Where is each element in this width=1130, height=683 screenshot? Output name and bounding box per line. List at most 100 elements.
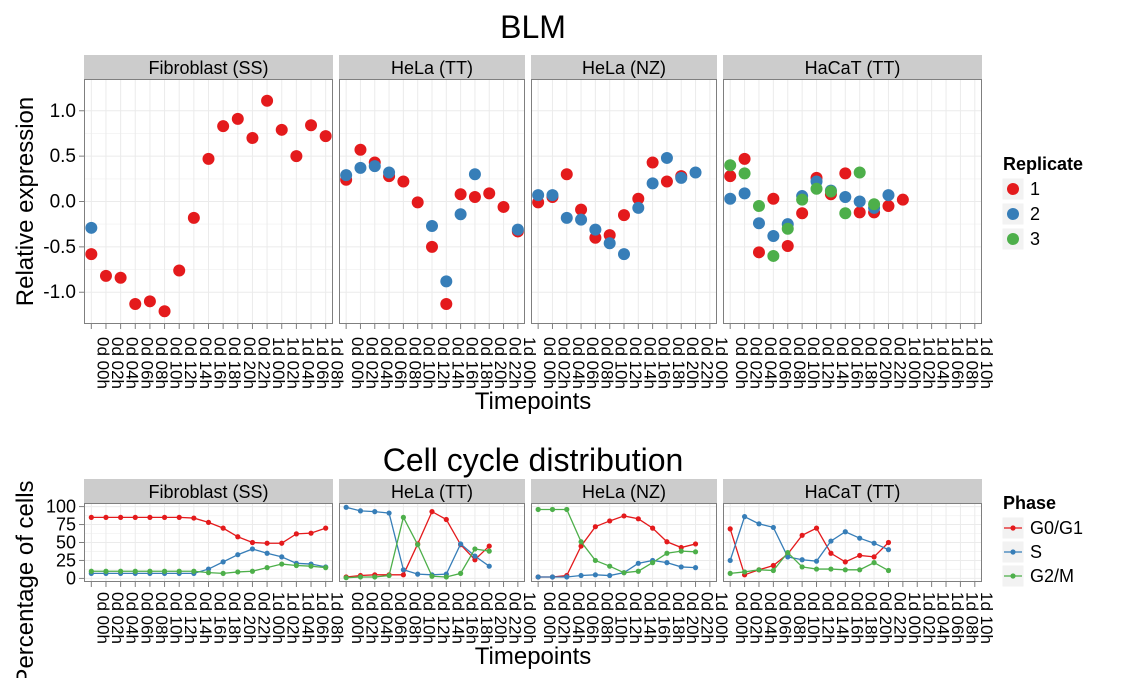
data-point [799, 557, 805, 563]
data-point [741, 514, 748, 520]
data-point [738, 152, 751, 165]
data-point [799, 564, 805, 570]
data-point [635, 560, 641, 566]
panel-border [723, 503, 982, 582]
data-point [618, 209, 630, 222]
data-point [103, 514, 109, 520]
data-point [857, 552, 863, 559]
data-point [882, 200, 895, 213]
data-point [511, 223, 524, 236]
facet-strip [531, 55, 717, 79]
data-point [205, 519, 212, 525]
x-tick-label: 0d 02h [747, 337, 766, 389]
legend-label: G2/M [1030, 566, 1074, 586]
data-point [535, 506, 541, 513]
x-tick-label: 0d 02h [554, 592, 573, 644]
x-tick-label: 0d 18h [669, 337, 688, 389]
x-tick-label: 0d 22h [698, 337, 717, 389]
data-point [235, 552, 241, 558]
data-point [176, 514, 182, 520]
x-tick-label: 0d 06h [775, 592, 794, 644]
data-point [813, 525, 820, 531]
data-point [535, 574, 541, 580]
data-point [813, 558, 820, 564]
x-tick-label: 0d 20h [876, 592, 895, 644]
data-point [660, 151, 673, 164]
x-tick-label: 0d 14h [640, 592, 659, 644]
data-point [752, 246, 765, 259]
data-point [532, 189, 545, 202]
x-tick-label: 1d 00h [712, 337, 731, 389]
panel-border [531, 79, 717, 324]
x-tick-label: 0d 06h [391, 337, 410, 389]
data-point [319, 130, 332, 143]
x-tick-label: 0d 04h [569, 337, 588, 389]
x-tick-label: 0d 06h [583, 337, 602, 389]
data-point [202, 152, 215, 165]
legend-key-point [1007, 183, 1019, 195]
data-point [383, 166, 396, 179]
data-point [249, 539, 256, 546]
x-tick-label: 0d 04h [123, 592, 142, 644]
legend-key-point [1010, 549, 1016, 555]
data-point [578, 572, 584, 579]
x-tick-label: 0d 08h [790, 337, 809, 389]
data-point [249, 546, 256, 552]
facet-strip-label: HeLa (TT) [391, 58, 473, 78]
x-tick-label: 0d 20h [491, 592, 510, 644]
chart-title: Cell cycle distribution [383, 442, 684, 478]
x-tick-label: 1d 06h [313, 337, 332, 389]
data-point [264, 550, 270, 556]
x-tick-label: 0d 10h [612, 592, 631, 644]
data-point [738, 187, 751, 200]
x-tick-label: 1d 00h [520, 592, 539, 644]
y-tick-label: 0.0 [50, 192, 76, 213]
data-point [767, 192, 780, 205]
data-point [368, 160, 381, 173]
data-point [323, 525, 329, 531]
legend-key-point [1007, 208, 1019, 220]
data-point [323, 565, 329, 571]
data-point [896, 193, 909, 206]
x-tick-label: 1d 02h [284, 592, 303, 644]
data-point [231, 112, 244, 125]
x-tick-label: 0d 20h [876, 337, 895, 389]
data-point [770, 567, 776, 574]
data-point [575, 213, 588, 226]
data-point [813, 566, 820, 572]
data-point [161, 514, 168, 520]
facet-strip [723, 479, 982, 503]
x-tick-label: 0d 10h [420, 337, 439, 389]
x-tick-label: 0d 02h [108, 337, 127, 389]
facet-strip [84, 55, 333, 79]
facet-strip [723, 55, 982, 79]
data-point [486, 563, 492, 569]
data-point [249, 568, 256, 574]
x-tick-label: 1d 08h [328, 592, 347, 644]
x-tick-label: 0d 08h [597, 592, 616, 644]
data-point [560, 168, 573, 181]
data-point [724, 170, 737, 183]
x-tick-label: 0d 20h [240, 592, 259, 644]
x-tick-label: 0d 12h [434, 337, 453, 389]
x-tick-label: 0d 22h [698, 592, 717, 644]
data-point [308, 530, 314, 536]
x-tick-label: 1d 08h [328, 337, 347, 389]
x-tick-label: 0d 12h [819, 337, 838, 389]
x-tick-label: 1d 00h [269, 337, 288, 389]
x-tick-label: 1d 00h [520, 337, 539, 389]
x-tick-label: 1d 08h [962, 337, 981, 389]
facet-strip-label: HeLa (NZ) [582, 58, 666, 78]
data-point [885, 547, 892, 553]
data-point [678, 548, 684, 554]
data-point [589, 223, 602, 236]
data-point [770, 524, 776, 531]
data-point [220, 570, 226, 576]
x-tick-label: 0d 08h [790, 592, 809, 644]
x-tick-label: 0d 08h [405, 592, 424, 644]
y-axis-title: Relative expression [12, 97, 39, 306]
data-point [592, 572, 598, 578]
data-point [486, 548, 492, 554]
